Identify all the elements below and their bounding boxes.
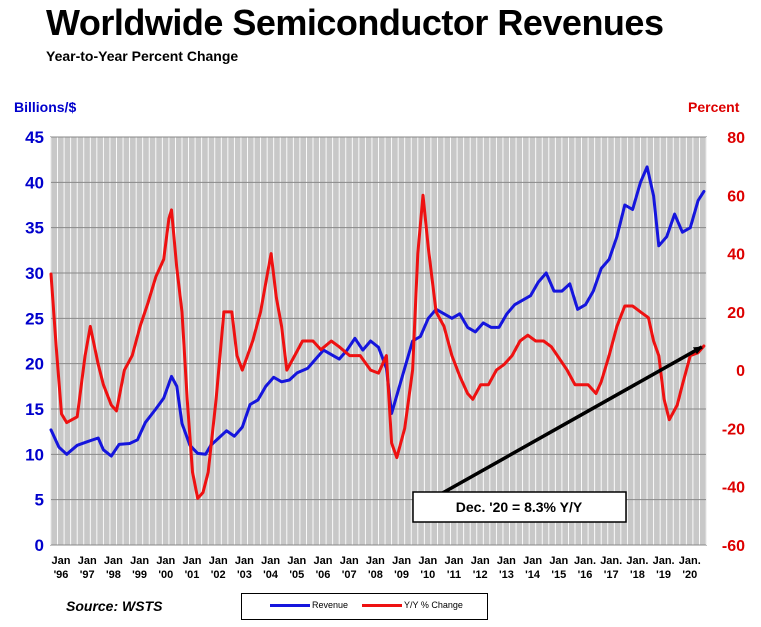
- legend-label-revenue: Revenue: [312, 600, 349, 610]
- annotation-box: [412, 491, 627, 523]
- right-tick-label: 80: [727, 130, 745, 147]
- annotation-text: Dec. '20 = 8.3% Y/Y: [456, 499, 583, 515]
- x-tick-label-month: Jan: [445, 555, 464, 567]
- x-tick-label-month: Jan: [261, 555, 280, 567]
- x-tick-label-month: Jan: [183, 555, 202, 567]
- x-tick-label-month: Jan: [156, 555, 175, 567]
- left-tick-label: 25: [25, 309, 44, 328]
- legend-label-yoy: Y/Y % Change: [404, 600, 463, 610]
- x-tick-label-year: '03: [237, 569, 252, 581]
- gridlines: [50, 136, 707, 546]
- right-tick-label: 20: [727, 305, 745, 322]
- x-tick-label-year: '05: [289, 569, 304, 581]
- x-tick-label-month: Jan: [392, 555, 411, 567]
- x-tick-label-month: Jan: [235, 555, 254, 567]
- right-axis-label: Percent: [688, 99, 740, 115]
- left-tick-label: 45: [25, 128, 44, 147]
- right-tick-label: 0: [736, 363, 745, 380]
- x-tick-label-month: Jan.: [626, 555, 648, 567]
- x-tick-label-year: '00: [158, 569, 173, 581]
- right-axis-ticks: -60 -40 -20 0 20 40 60 80: [722, 130, 745, 555]
- x-tick-label-year: '01: [185, 569, 200, 581]
- x-tick-label-year: '15: [551, 569, 566, 581]
- x-tick-label-month: Jan.: [574, 555, 596, 567]
- x-tick-label-year: '10: [420, 569, 435, 581]
- right-tick-label: -60: [722, 538, 745, 555]
- left-tick-label: 40: [25, 173, 44, 192]
- x-tick-label-year: '13: [499, 569, 514, 581]
- x-tick-label-month: Jan: [523, 555, 542, 567]
- x-tick-label-month: Jan: [104, 555, 123, 567]
- x-tick-label-year: '08: [368, 569, 383, 581]
- left-tick-label: 10: [25, 445, 44, 464]
- right-tick-label: -40: [722, 480, 745, 497]
- x-tick-label-year: '09: [394, 569, 409, 581]
- legend: Revenue Y/Y % Change: [241, 593, 488, 620]
- x-tick-label-year: '04: [263, 569, 279, 581]
- left-tick-label: 15: [25, 400, 44, 419]
- right-tick-label: -20: [722, 421, 745, 438]
- x-tick-label-month: Jan: [366, 555, 385, 567]
- x-tick-label-year: '11: [447, 569, 461, 581]
- x-tick-label-year: '96: [54, 569, 69, 581]
- x-tick-label-year: '98: [106, 569, 121, 581]
- annotation-arrow: [437, 345, 703, 497]
- source-note: Source: WSTS: [66, 598, 163, 614]
- right-tick-label: 40: [727, 247, 745, 264]
- x-tick-label-month: Jan: [130, 555, 149, 567]
- x-tick-label-month: Jan: [471, 555, 490, 567]
- x-tick-label-month: Jan: [52, 555, 71, 567]
- left-tick-label: 30: [25, 264, 44, 283]
- annotation: Dec. '20 = 8.3% Y/Y: [412, 345, 703, 523]
- left-tick-label: 35: [25, 219, 44, 238]
- x-tick-label-year: '12: [473, 569, 488, 581]
- x-tick-label-month: Jan: [340, 555, 359, 567]
- legend-item-revenue: Revenue: [270, 600, 348, 610]
- left-tick-label: 5: [35, 491, 44, 510]
- left-tick-label: 20: [25, 355, 44, 374]
- x-axis-ticks: Jan '96 Jan '97 Jan '98 Jan '99 Jan '00 Jan '01 Jan '…: [52, 555, 701, 581]
- chart-title: Worldwide Semiconductor Revenues: [46, 2, 664, 43]
- chart-subtitle: Year-to-Year Percent Change: [46, 48, 239, 64]
- yoy-change-series-line: [49, 193, 706, 500]
- x-tick-label-month: Jan: [209, 555, 228, 567]
- x-tick-label-year: '14: [525, 569, 541, 581]
- x-tick-label-month: Jan.: [653, 555, 675, 567]
- x-tick-label-year: '16: [578, 569, 593, 581]
- x-tick-label-year: '97: [80, 569, 95, 581]
- left-axis-label: Billions/$: [14, 99, 77, 115]
- x-tick-label-year: '19: [656, 569, 671, 581]
- right-tick-label: 60: [727, 188, 745, 205]
- legend-item-yoy: Y/Y % Change: [362, 600, 463, 610]
- x-tick-label-month: Jan: [418, 555, 437, 567]
- legend-swatch-yoy: [362, 603, 402, 607]
- x-tick-label-year: '02: [211, 569, 226, 581]
- x-tick-label-year: '17: [604, 569, 619, 581]
- legend-swatch-revenue: [270, 603, 310, 607]
- x-tick-label-month: Jan: [549, 555, 568, 567]
- left-axis-ticks: 0 5 10 15 20 25 30 35 40 45: [25, 128, 44, 555]
- x-tick-label-month: Jan: [78, 555, 97, 567]
- x-tick-label-year: '18: [630, 569, 645, 581]
- x-tick-label-year: '99: [132, 569, 147, 581]
- x-tick-label-year: '06: [316, 569, 331, 581]
- x-tick-label-month: Jan.: [679, 555, 701, 567]
- x-tick-label-month: Jan: [314, 555, 333, 567]
- x-tick-label-year: '20: [682, 569, 697, 581]
- x-tick-label-month: Jan: [287, 555, 306, 567]
- left-tick-label: 0: [35, 536, 44, 555]
- x-tick-label-month: Jan.: [600, 555, 622, 567]
- x-tick-label-month: Jan: [497, 555, 516, 567]
- x-tick-label-year: '07: [342, 569, 357, 581]
